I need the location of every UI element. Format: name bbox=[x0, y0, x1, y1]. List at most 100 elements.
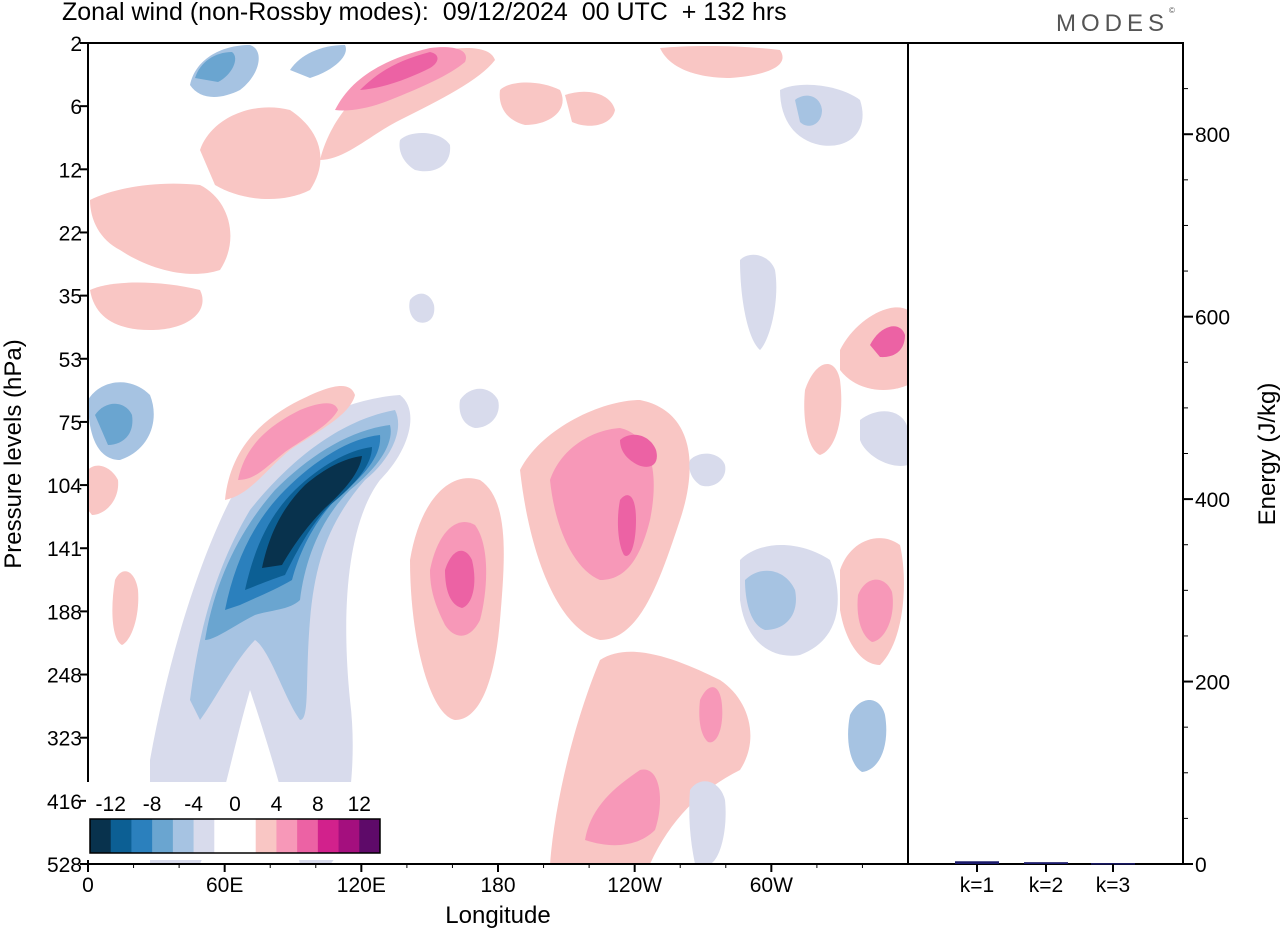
y-tick-label: 75 bbox=[59, 412, 82, 435]
contour-left-neg-2 bbox=[95, 403, 133, 445]
contour-upper-mid-pos-2 bbox=[565, 91, 615, 126]
contour-upper-left-pos-2 bbox=[200, 107, 321, 200]
y-tick-label: 416 bbox=[47, 791, 82, 814]
contour-upper-right-pos bbox=[660, 45, 783, 78]
contour-right-pos-8 bbox=[870, 326, 905, 358]
energy-tick-label: 600 bbox=[1195, 307, 1230, 330]
y-tick-label: 22 bbox=[59, 222, 82, 245]
colorbar-swatch bbox=[276, 819, 298, 853]
modes-logo: MODES© bbox=[1056, 6, 1175, 38]
y-tick-label: 528 bbox=[47, 854, 82, 877]
colorbar: -12 -8 -4 0 4 8 12 bbox=[86, 782, 384, 860]
energy-tick-label: 400 bbox=[1195, 489, 1230, 512]
y-tick-label: 248 bbox=[47, 665, 82, 688]
logo-text: MODES bbox=[1056, 10, 1170, 37]
x-tick-label: 120W bbox=[607, 874, 662, 897]
x-axis-title: Longitude bbox=[445, 902, 550, 929]
colorbar-tick-label: -12 bbox=[96, 793, 126, 816]
contour-upper-streak bbox=[320, 48, 495, 160]
contour-mid-neg-blob-2 bbox=[409, 293, 435, 323]
y-tick-label: 6 bbox=[70, 96, 82, 119]
contour-upper-left-pos bbox=[90, 183, 231, 274]
colorbar-tick-label: -8 bbox=[143, 793, 162, 816]
y-tick-label: 12 bbox=[59, 159, 82, 182]
x-tick-label: 180 bbox=[480, 874, 515, 897]
energy-axis-ticks: 0 200 400 600 800 bbox=[1183, 88, 1230, 877]
colorbar-frame bbox=[89, 818, 381, 854]
contour-right-pos-4 bbox=[617, 495, 636, 556]
colorbar-swatch bbox=[338, 819, 360, 853]
colorbar-swatch bbox=[152, 819, 174, 853]
energy-tick-label: 0 bbox=[1195, 854, 1207, 877]
contour-upper-neg-2 bbox=[195, 52, 236, 82]
y-tick-label: 104 bbox=[47, 475, 82, 498]
contour-left-pos-low-2 bbox=[88, 465, 119, 515]
colorbar-swatch bbox=[172, 819, 195, 853]
contour-right-pos-6 bbox=[857, 579, 893, 642]
colorbar-swatch bbox=[110, 819, 132, 853]
x-tick-label: 0 bbox=[82, 874, 94, 897]
y-axis-title: Pressure levels (hPa) bbox=[0, 339, 27, 568]
contour-low-pos-3 bbox=[699, 687, 723, 743]
y-tick-label: 141 bbox=[47, 538, 82, 561]
energy-bar bbox=[955, 861, 999, 864]
contour-upper-streak-3 bbox=[360, 52, 438, 90]
colorbar-swatch bbox=[131, 819, 153, 853]
energy-category-label: k=2 bbox=[1029, 874, 1063, 897]
contour-mid-neg-blob-5 bbox=[740, 254, 777, 350]
y-tick-label: 53 bbox=[59, 349, 82, 372]
contour-right-neg-3 bbox=[848, 700, 887, 772]
contour-mid-neg-blob-4 bbox=[689, 453, 726, 487]
contour-upper-mid-pos bbox=[499, 82, 563, 125]
energy-frame bbox=[907, 42, 1184, 865]
colorbar-tick-label: 0 bbox=[229, 793, 241, 816]
x-tick-label: 60W bbox=[750, 874, 793, 897]
energy-axis-title: Energy (J/kg) bbox=[1254, 383, 1280, 526]
contour-low-pos-2 bbox=[585, 769, 660, 846]
contour-low-neg bbox=[689, 781, 726, 864]
contour-mid-neg-blob bbox=[459, 388, 499, 428]
colorbar-tick-label: 8 bbox=[312, 793, 324, 816]
energy-bars: k=1 k=2 k=3 bbox=[955, 861, 1135, 897]
colorbar-swatch bbox=[255, 819, 277, 853]
x-tick-label: 60E bbox=[206, 874, 243, 897]
x-tick-label: 120E bbox=[337, 874, 386, 897]
energy-bar bbox=[1024, 862, 1068, 864]
colorbar-tick-label: 4 bbox=[271, 793, 283, 816]
colorbar-swatch bbox=[214, 819, 236, 853]
contour-mid-neg-blob-3 bbox=[399, 133, 451, 172]
y-axis-ticks: 2 6 12 22 35 53 75 104 141 188 248 323 416 528 bbox=[47, 33, 88, 877]
contour-right-pos-9 bbox=[804, 363, 842, 455]
x-axis-ticks: 0 60E 120E 180 120W 60W bbox=[82, 864, 863, 897]
contour-mid-pos-3 bbox=[445, 550, 475, 608]
colorbar-swatch bbox=[317, 819, 340, 853]
contour-left-pos-3 bbox=[90, 282, 203, 330]
contour-right-pos-3 bbox=[620, 434, 657, 467]
energy-category-label: k=3 bbox=[1096, 874, 1130, 897]
copyright-mark: © bbox=[1169, 6, 1175, 15]
heatmap-field bbox=[88, 43, 908, 864]
colorbar-swatch bbox=[90, 819, 112, 853]
contour-upper-right-neg-2 bbox=[795, 95, 822, 126]
colorbar-swatch bbox=[359, 819, 381, 853]
colorbar-swatch bbox=[235, 819, 257, 853]
y-tick-label: 323 bbox=[47, 728, 82, 751]
contour-right-neg-2 bbox=[745, 570, 796, 630]
energy-tick-label: 200 bbox=[1195, 672, 1230, 695]
contour-pos-band-2 bbox=[238, 403, 338, 480]
y-tick-label: 2 bbox=[70, 33, 82, 56]
y-tick-label: 188 bbox=[47, 601, 82, 624]
colorbar-swatch bbox=[193, 819, 215, 853]
colorbar-swatch bbox=[297, 819, 319, 853]
contour-neg-plume-core bbox=[262, 456, 362, 568]
energy-bar bbox=[1091, 863, 1135, 865]
colorbar-tick-label: -4 bbox=[184, 793, 203, 816]
contour-right-neg-4 bbox=[860, 411, 908, 466]
y-tick-label: 35 bbox=[59, 286, 82, 309]
contour-left-pos-low bbox=[112, 571, 139, 645]
contour-upper-neg-3 bbox=[290, 45, 346, 78]
energy-tick-label: 800 bbox=[1195, 124, 1230, 147]
chart-title: Zonal wind (non-Rossby modes): 09/12/202… bbox=[62, 0, 787, 26]
energy-category-label: k=1 bbox=[960, 874, 994, 897]
